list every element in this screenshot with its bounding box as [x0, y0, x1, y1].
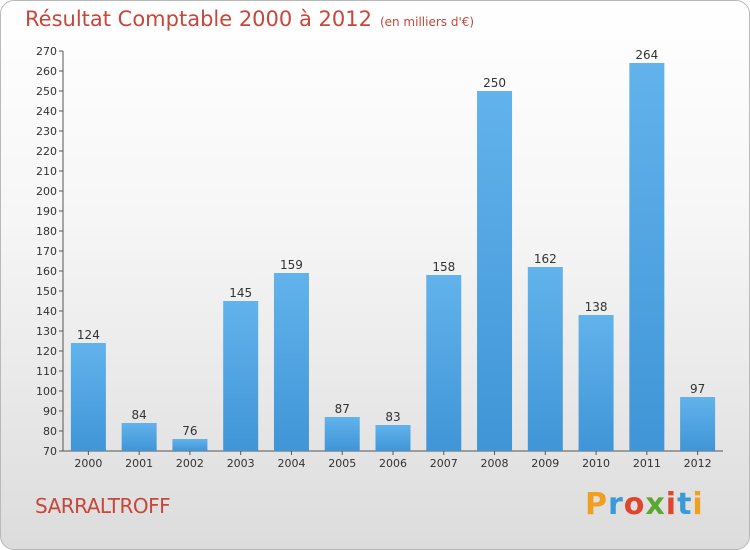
x-tick-label: 2006 — [379, 457, 407, 470]
bar-value-label: 264 — [635, 48, 658, 62]
y-tick-label: 190 — [36, 205, 57, 218]
bar-value-label: 76 — [182, 424, 197, 438]
bar-value-label: 84 — [132, 408, 147, 422]
bar — [426, 275, 462, 451]
logo-letter: i — [692, 487, 704, 522]
x-tick-label: 2005 — [328, 457, 356, 470]
x-tick-label: 2003 — [227, 457, 255, 470]
bar-value-label: 97 — [690, 382, 705, 396]
chart-title-text: Résultat Comptable 2000 à 2012 — [25, 7, 372, 31]
bar-value-label: 87 — [335, 402, 350, 416]
x-tick-label: 2008 — [481, 457, 509, 470]
y-tick-label: 130 — [36, 325, 57, 338]
bar — [273, 273, 309, 451]
logo-letter: o — [623, 487, 646, 522]
bar — [578, 315, 614, 451]
y-tick-label: 220 — [36, 145, 57, 158]
x-tick-label: 2009 — [531, 457, 559, 470]
y-tick-label: 250 — [36, 85, 57, 98]
proxiti-logo: Proxiti — [585, 487, 704, 522]
y-tick-label: 200 — [36, 185, 57, 198]
commune-name: SARRALTROFF — [35, 494, 171, 518]
bar-value-label: 250 — [483, 76, 506, 90]
chart-title: Résultat Comptable 2000 à 2012 (en millie… — [25, 7, 474, 31]
y-tick-label: 230 — [36, 125, 57, 138]
x-tick-label: 2004 — [277, 457, 305, 470]
bar-value-label: 124 — [77, 328, 100, 342]
bar-value-label: 138 — [585, 300, 608, 314]
x-tick-label: 2007 — [430, 457, 458, 470]
chart-subtitle: (en milliers d'€) — [379, 15, 475, 29]
y-tick-label: 80 — [43, 425, 57, 438]
bar — [70, 343, 106, 451]
logo-letter: P — [585, 487, 608, 522]
y-tick-label: 240 — [36, 105, 57, 118]
bar — [680, 397, 716, 451]
y-tick-label: 120 — [36, 345, 57, 358]
logo-letter: t — [677, 487, 693, 522]
bar-value-label: 159 — [280, 258, 303, 272]
y-tick-label: 160 — [36, 265, 57, 278]
logo-letter: i — [665, 487, 678, 522]
x-tick-label: 2011 — [633, 457, 661, 470]
bar — [121, 423, 157, 451]
y-tick-label: 260 — [36, 65, 57, 78]
bar-value-label: 83 — [385, 410, 400, 424]
x-tick-label: 2001 — [125, 457, 153, 470]
y-tick-label: 270 — [36, 45, 57, 58]
y-tick-label: 150 — [36, 285, 57, 298]
bar — [223, 301, 259, 451]
bar — [477, 91, 513, 451]
bar-value-label: 162 — [534, 252, 557, 266]
y-tick-label: 210 — [36, 165, 57, 178]
bar — [172, 439, 208, 451]
y-tick-label: 100 — [36, 385, 57, 398]
bar-value-label: 145 — [229, 286, 252, 300]
logo-letter: x — [645, 487, 666, 522]
bar — [375, 425, 411, 451]
y-tick-label: 140 — [36, 305, 57, 318]
bar — [324, 417, 360, 451]
y-tick-label: 110 — [36, 365, 57, 378]
logo-letter: r — [608, 487, 624, 522]
y-tick-label: 180 — [36, 225, 57, 238]
x-tick-label: 2000 — [74, 457, 102, 470]
bar — [527, 267, 563, 451]
x-tick-label: 2002 — [176, 457, 204, 470]
x-tick-label: 2010 — [582, 457, 610, 470]
bar — [629, 63, 665, 451]
bar-value-label: 158 — [432, 260, 455, 274]
x-tick-label: 2012 — [684, 457, 712, 470]
y-tick-label: 90 — [43, 405, 57, 418]
y-tick-label: 70 — [43, 445, 57, 458]
y-tick-label: 170 — [36, 245, 57, 258]
